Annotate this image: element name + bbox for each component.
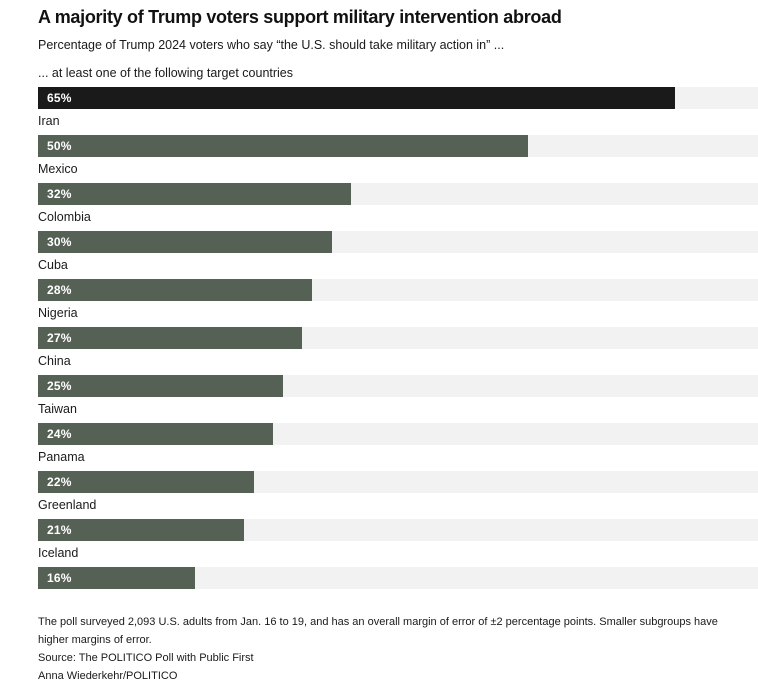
category-label: Greenland: [38, 498, 97, 512]
bar-track: 27%: [38, 327, 758, 349]
bar-rows: ... at least one of the following target…: [38, 65, 758, 589]
bar: 16%: [38, 567, 195, 589]
bar-row: Greenland 21%: [38, 497, 758, 541]
bar-track: 28%: [38, 279, 758, 301]
bar-value-label: 50%: [47, 139, 72, 153]
chart-subtitle: Percentage of Trump 2024 voters who say …: [38, 38, 505, 52]
bar-track: 21%: [38, 519, 758, 541]
bar-value-label: 65%: [47, 91, 72, 105]
bar-value-label: 24%: [47, 427, 72, 441]
category-label: Nigeria: [38, 306, 78, 320]
bar-row: Iran 50%: [38, 113, 758, 157]
bar-track: 30%: [38, 231, 758, 253]
credit-line: Anna Wiederkehr/POLITICO: [38, 670, 178, 682]
chart-footer: The poll surveyed 2,093 U.S. adults from…: [38, 613, 738, 685]
category-label: Panama: [38, 450, 85, 464]
bar-value-label: 32%: [47, 187, 72, 201]
bar-value-label: 22%: [47, 475, 72, 489]
chart-title: A majority of Trump voters support milit…: [38, 7, 562, 27]
methodology-note: The poll surveyed 2,093 U.S. adults from…: [38, 616, 718, 646]
bar: 32%: [38, 183, 352, 205]
category-label: China: [38, 354, 71, 368]
bar: 21%: [38, 519, 244, 541]
bar-row: Taiwan 24%: [38, 401, 758, 445]
bar-track: 16%: [38, 567, 758, 589]
bar-row: Cuba 28%: [38, 257, 758, 301]
bar-track: 65%: [38, 87, 758, 109]
bar: 22%: [38, 471, 254, 493]
category-label: ... at least one of the following target…: [38, 66, 294, 80]
bar-track: 24%: [38, 423, 758, 445]
bar-row: Iceland 16%: [38, 545, 758, 589]
category-label: Cuba: [38, 258, 68, 272]
bar: 27%: [38, 327, 303, 349]
bar-value-label: 21%: [47, 523, 72, 537]
bar: 28%: [38, 279, 313, 301]
bar-track: 22%: [38, 471, 758, 493]
category-label: Iran: [38, 114, 60, 128]
bar-value-label: 27%: [47, 331, 72, 345]
chart-page: A majority of Trump voters support milit…: [0, 6, 758, 685]
source-line: Source: The POLITICO Poll with Public Fi…: [38, 652, 254, 664]
bar-row: ... at least one of the following target…: [38, 65, 758, 109]
bar-track: 32%: [38, 183, 758, 205]
bar-row: Colombia 30%: [38, 209, 758, 253]
bar: 24%: [38, 423, 274, 445]
category-label: Colombia: [38, 210, 91, 224]
bar-value-label: 30%: [47, 235, 72, 249]
bar: 30%: [38, 231, 332, 253]
bar-track: 25%: [38, 375, 758, 397]
category-label: Mexico: [38, 162, 78, 176]
bar-value-label: 28%: [47, 283, 72, 297]
bar-row: Panama 22%: [38, 449, 758, 493]
bar-row: Nigeria 27%: [38, 305, 758, 349]
category-label: Taiwan: [38, 402, 77, 416]
bar: 65%: [38, 87, 675, 109]
bar-track: 50%: [38, 135, 758, 157]
bar-row: China 25%: [38, 353, 758, 397]
bar: 25%: [38, 375, 283, 397]
bar-value-label: 25%: [47, 379, 72, 393]
category-label: Iceland: [38, 546, 79, 560]
bar: 50%: [38, 135, 528, 157]
bar-value-label: 16%: [47, 571, 72, 585]
bar-row: Mexico 32%: [38, 161, 758, 205]
